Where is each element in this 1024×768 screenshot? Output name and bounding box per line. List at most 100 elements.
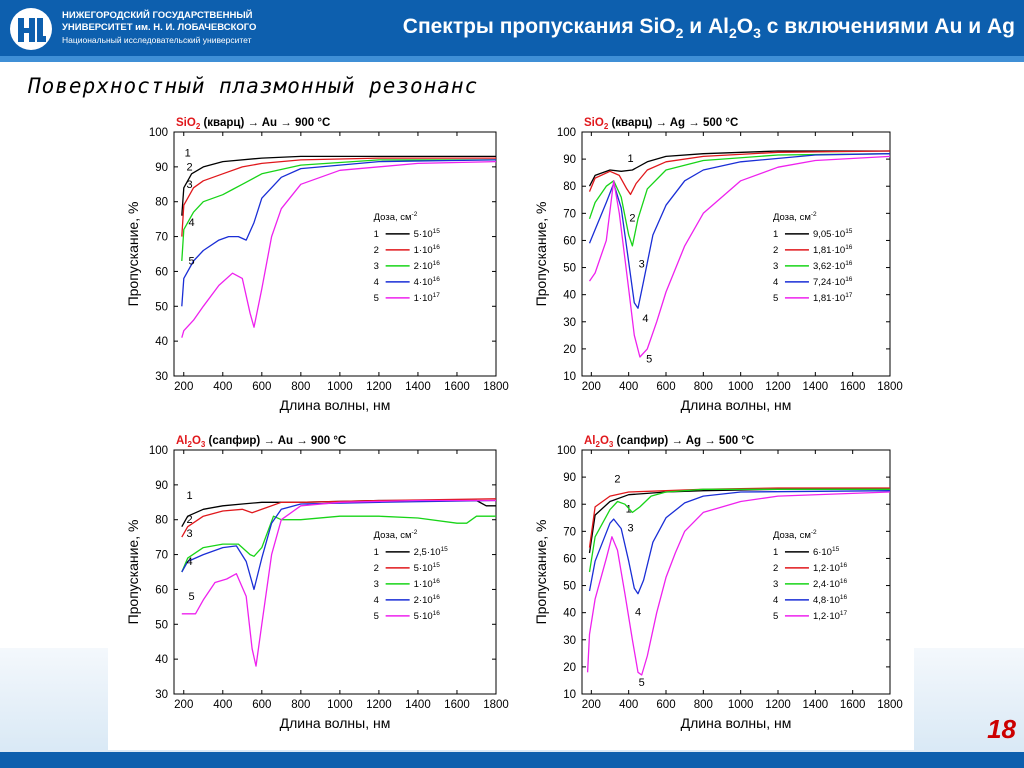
x-tick-label: 1000 (728, 381, 754, 393)
series-5-line (181, 160, 497, 338)
x-axis-label: Длина волны, нм (681, 397, 792, 413)
y-axis-label: Пропускание, % (125, 520, 141, 625)
legend-entry-label: 1·1016 (414, 578, 441, 590)
y-tick-label: 90 (155, 480, 168, 492)
legend-title-text: Доза, см (773, 212, 811, 223)
y-tick-label: 10 (563, 689, 576, 701)
legend-entry-number: 4 (773, 277, 778, 288)
x-tick-label: 1200 (765, 381, 791, 393)
legend-entry-number: 3 (374, 579, 379, 590)
series-4-label: 4 (642, 313, 648, 325)
x-tick-label: 200 (174, 381, 193, 393)
university-name: НИЖЕГОРОДСКИЙ ГОСУДАРСТВЕННЫЙ УНИВЕРСИТЕ… (62, 10, 256, 46)
x-axis-label: Длина волны, нм (681, 715, 792, 731)
slide-subtitle: Поверхностный плазмонный резонанс (28, 74, 479, 98)
chart-title: SiO2 (кварц) → Au → 900 °C (176, 117, 330, 131)
y-tick-label: 100 (557, 127, 576, 139)
series-5-label: 5 (189, 591, 195, 603)
x-tick-label: 1000 (728, 699, 754, 711)
x-tick-label: 400 (213, 699, 232, 711)
legend-entry-exponent: 15 (845, 228, 853, 235)
series-3-label: 3 (639, 259, 645, 271)
legend-entry-label: 4·1016 (414, 276, 441, 288)
chart-title-text: Al (584, 435, 596, 447)
y-tick-label: 20 (563, 662, 576, 674)
legend-title-superscript: -2 (412, 529, 418, 536)
legend-entry-exponent: 16 (840, 578, 848, 585)
series-3-line (588, 488, 890, 573)
x-tick-label: 800 (694, 699, 713, 711)
x-tick-label: 1000 (327, 699, 353, 711)
chart-title-text: SiO (176, 117, 196, 129)
legend-entry-exponent: 16 (433, 594, 441, 601)
chart-title-subscript: 2 (188, 440, 193, 449)
legend-entry-exponent: 16 (433, 578, 441, 585)
legend-entry-exponent: 15 (832, 546, 840, 553)
series-1-label: 1 (187, 490, 193, 502)
series-2-label: 2 (187, 514, 193, 526)
y-tick-label: 40 (563, 290, 576, 302)
y-tick-label: 70 (563, 526, 576, 538)
legend-entry-label: 1·1016 (414, 244, 441, 256)
legend-entry-label: 5·1015 (414, 562, 441, 574)
series-5-label: 5 (646, 353, 652, 365)
series-1-label: 1 (626, 503, 632, 515)
series-3-line (181, 515, 496, 573)
x-tick-label: 600 (656, 381, 675, 393)
legend-entry-exponent: 17 (433, 292, 441, 299)
legend-entry-label: 3,62·1016 (813, 260, 853, 272)
title-sub: 2 (675, 25, 684, 42)
plot-frame (173, 131, 497, 377)
legend-entry-number: 2 (374, 245, 379, 256)
y-axis-label: Пропускание, % (533, 202, 549, 307)
chart-title-subscript: 2 (196, 122, 201, 131)
series-2-line (588, 487, 890, 548)
legend-entry-exponent: 15 (433, 562, 441, 569)
plot-frame (173, 449, 497, 695)
y-tick-label: 90 (563, 154, 576, 166)
legend-entry-mantissa: 2,4·10 (813, 579, 840, 590)
series-3-label: 3 (627, 522, 633, 534)
x-tick-label: 1400 (405, 381, 431, 393)
series-2-label: 2 (614, 474, 620, 486)
series-4-line (181, 499, 497, 591)
legend-entry-exponent: 16 (433, 610, 441, 617)
title-part: Спектры пропускания SiO (402, 15, 676, 38)
series-4-line (588, 490, 891, 595)
x-tick-label: 800 (291, 381, 310, 393)
y-tick-label: 80 (563, 181, 576, 193)
legend-entry-exponent: 17 (845, 292, 853, 299)
x-tick-label: 1800 (483, 381, 509, 393)
legend-entry-label: 2,4·1016 (813, 578, 848, 590)
legend-entry-exponent: 15 (433, 228, 441, 235)
legend-entry-exponent: 16 (840, 562, 848, 569)
legend-title-text: Доза, см (773, 530, 811, 541)
legend-title: Доза, см-2 (773, 211, 817, 223)
legend-entry-mantissa: 2·10 (414, 595, 433, 606)
x-tick-label: 400 (619, 699, 638, 711)
title-sub: 2 (729, 25, 737, 42)
legend-title-superscript: -2 (811, 211, 817, 218)
y-tick-label: 90 (155, 162, 168, 174)
y-tick-label: 100 (149, 445, 168, 457)
legend-entry-label: 4,8·1016 (813, 594, 848, 606)
x-tick-label: 1800 (877, 699, 903, 711)
x-tick-label: 800 (694, 381, 713, 393)
chart-title-text: (сапфир) → Au → 900 °C (205, 435, 346, 447)
legend-entry-number: 4 (773, 595, 778, 606)
chart-title-subscript: 2 (604, 122, 609, 131)
y-tick-label: 20 (563, 344, 576, 356)
legend-entry-mantissa: 1,81·10 (813, 293, 845, 304)
legend-entry-mantissa: 2,5·10 (414, 547, 441, 558)
legend-entry-number: 2 (374, 563, 379, 574)
legend-entry-label: 1,81·1017 (813, 292, 853, 304)
legend-entry-mantissa: 2·10 (414, 261, 433, 272)
x-tick-label: 400 (619, 381, 638, 393)
chart-title-text: O (600, 435, 609, 447)
x-tick-label: 1400 (405, 699, 431, 711)
y-tick-label: 50 (563, 581, 576, 593)
legend-entry-mantissa: 5·10 (414, 563, 433, 574)
series-4-line (588, 153, 891, 309)
series-4-label: 4 (635, 606, 641, 618)
y-tick-label: 90 (563, 472, 576, 484)
